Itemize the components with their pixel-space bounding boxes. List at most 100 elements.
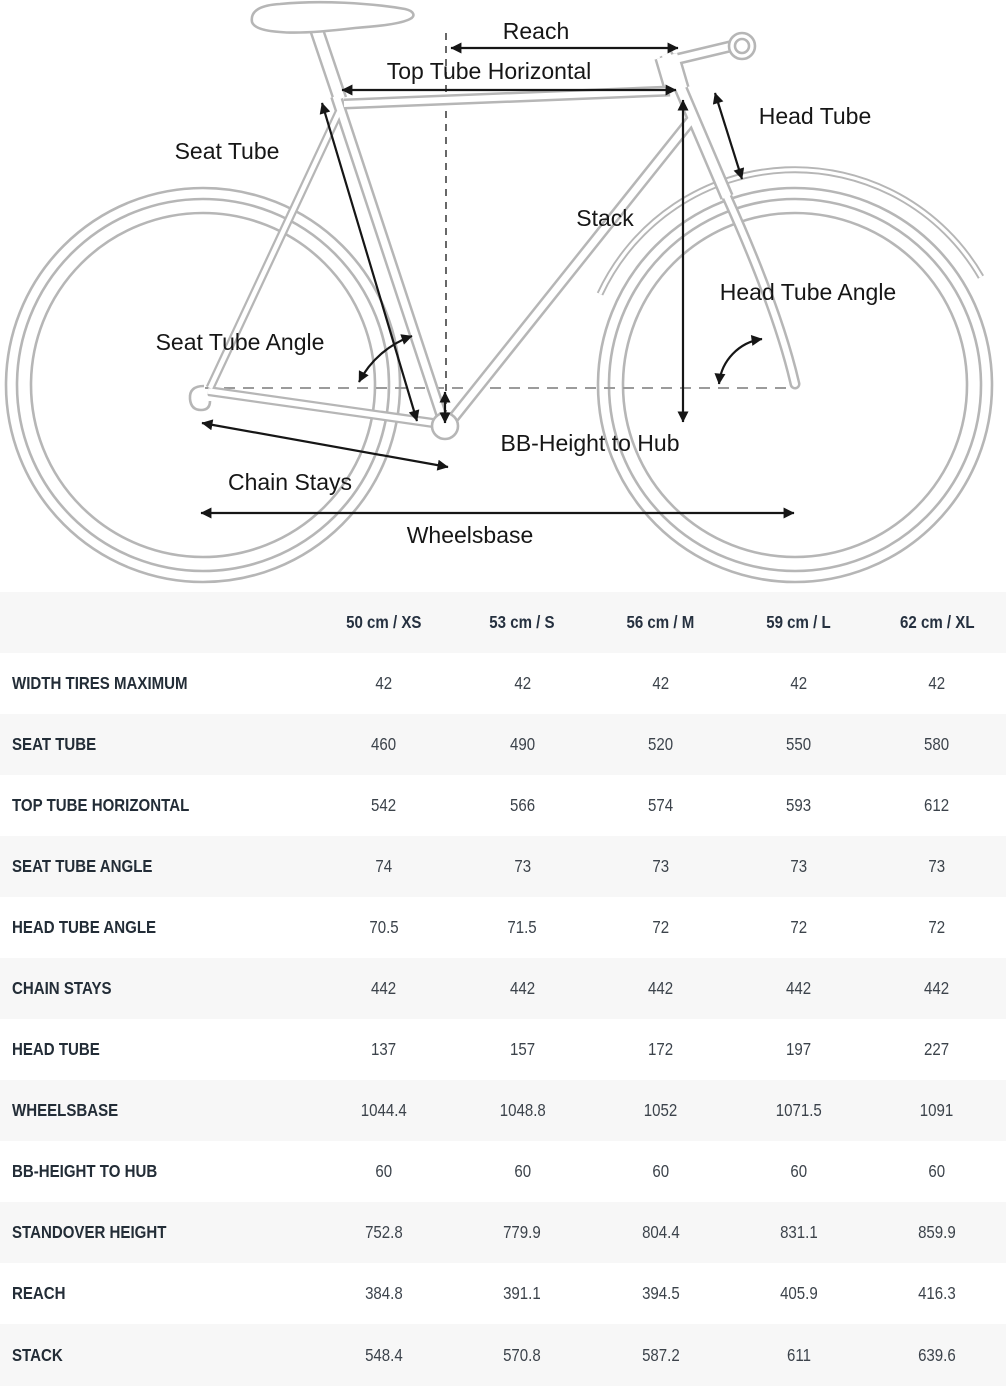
table-header-row: 50 cm / XS 53 cm / S 56 cm / M 59 cm / L… [0,592,1006,653]
row-value: 612 [924,795,950,815]
row-value: 394.5 [641,1283,680,1303]
table-row: WHEELSBASE 1044.4 1048.8 1052 1071.5 109… [0,1080,1006,1141]
row-value: 574 [647,795,674,815]
measurement-arrows [200,42,795,519]
row-value: 73 [652,856,669,876]
size-header-m: 56 cm / M [626,612,695,632]
row-value: 611 [786,1344,811,1365]
label-seat-tube-angle: Seat Tube Angle [156,329,325,355]
row-value: 72 [652,917,669,937]
row-value: 391.1 [503,1283,542,1303]
row-value: 42 [652,673,669,693]
table-row: SEAT TUBE ANGLE 74 73 73 73 73 [0,836,1006,897]
table-row: SEAT TUBE 460 490 520 550 580 [0,714,1006,775]
row-value: 157 [509,1039,535,1059]
row-value: 542 [371,795,397,815]
row-value: 804.4 [641,1222,680,1242]
row-value: 42 [513,673,531,693]
label-stack: Stack [576,205,634,231]
table-row: HEAD TUBE ANGLE 70.5 71.5 72 72 72 [0,897,1006,958]
handlebar-grip [727,31,757,61]
row-value: 1071.5 [775,1100,822,1120]
label-reach: Reach [503,18,569,44]
row-label: STANDOVER HEIGHT [12,1222,167,1242]
row-value: 72 [790,917,808,937]
label-top-tube: Top Tube Horizontal [387,58,592,84]
head-tube-arrow [712,92,745,180]
row-value: 42 [375,673,393,693]
row-label: SEAT TUBE [12,734,97,754]
row-label: WHEELSBASE [12,1100,119,1120]
table-row: WIDTH TIRES MAXIMUM 42 42 42 42 42 [0,653,1006,714]
front-wheel [596,186,994,584]
row-value: 73 [928,856,946,876]
row-value: 71.5 [507,917,537,937]
row-value: 442 [647,978,674,998]
row-value: 580 [924,734,950,754]
rear-dropout-hook [188,384,212,412]
row-value: 42 [928,673,946,693]
bike-geometry-diagram: Reach Top Tube Horizontal Head Tube Seat… [4,0,994,584]
seat-tube-angle-arc [358,334,413,383]
label-seat-tube: Seat Tube [175,138,280,164]
row-value: 1091 [920,1100,954,1120]
size-header-xs: 50 cm / XS [346,612,422,632]
table-row: STACK 548.4 570.8 587.2 611 639.6 [0,1324,1006,1386]
row-value: 60 [652,1161,669,1181]
row-value: 384.8 [365,1283,403,1303]
table-row: CHAIN STAYS 442 442 442 442 442 [0,958,1006,1019]
row-value: 442 [786,978,812,998]
table-row: HEAD TUBE 137 157 172 197 227 [0,1019,1006,1080]
row-value: 73 [513,856,531,876]
row-value: 779.9 [503,1222,542,1242]
row-value: 1052 [643,1100,678,1120]
head-tube-angle-arc [714,334,763,385]
row-value: 859.9 [918,1222,956,1242]
row-value: 460 [371,734,397,754]
row-value: 548.4 [365,1344,403,1365]
row-value: 587.2 [641,1344,680,1365]
seat-tube-arrow [319,102,420,422]
row-label: SEAT TUBE ANGLE [12,856,153,876]
label-head-tube-angle: Head Tube Angle [720,279,896,305]
row-value: 442 [509,978,535,998]
row-label: BB-HEIGHT TO HUB [12,1161,158,1181]
size-header-l: 59 cm / L [766,612,831,632]
row-value: 416.3 [918,1283,956,1303]
label-chain-stays: Chain Stays [228,469,352,495]
row-value: 550 [786,734,812,754]
row-value: 831.1 [779,1222,818,1242]
row-value: 74 [375,856,393,876]
row-value: 60 [928,1161,946,1181]
row-value: 490 [509,734,535,754]
row-label: TOP TUBE HORIZONTAL [12,795,190,815]
row-label: STACK [12,1344,63,1365]
row-value: 639.6 [918,1344,956,1365]
label-wheelsbase: Wheelsbase [407,522,534,548]
row-value: 73 [790,856,808,876]
row-value: 42 [790,673,808,693]
chain-stays-arrow [201,419,449,471]
row-value: 60 [513,1161,531,1181]
row-label: HEAD TUBE [12,1039,100,1059]
label-head-tube: Head Tube [759,103,872,129]
row-label: WIDTH TIRES MAXIMUM [12,673,188,693]
row-value: 1044.4 [361,1100,408,1120]
row-value: 405.9 [779,1283,818,1303]
row-value: 566 [509,795,535,815]
row-label: REACH [12,1283,66,1303]
label-bb-height-to-hub: BB-Height to Hub [501,430,680,456]
table-row: STANDOVER HEIGHT 752.8 779.9 804.4 831.1… [0,1202,1006,1263]
frame-outline [205,25,801,429]
row-value: 60 [375,1161,393,1181]
row-value: 137 [371,1039,397,1059]
size-header-s: 53 cm / S [489,612,555,632]
row-value: 442 [371,978,397,998]
row-value: 227 [924,1039,950,1059]
size-header-xl: 62 cm / XL [899,612,975,632]
front-fender [596,166,985,296]
row-value: 442 [924,978,950,998]
row-value: 197 [786,1039,812,1059]
geometry-table: 50 cm / XS 53 cm / S 56 cm / M 59 cm / L… [0,592,1006,1386]
